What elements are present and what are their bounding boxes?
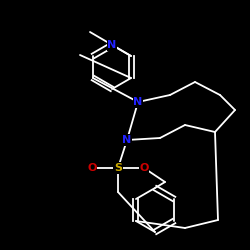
Text: S: S [114,163,122,173]
Text: O: O [139,163,149,173]
Text: N: N [108,40,116,50]
Text: O: O [87,163,97,173]
Text: N: N [122,135,132,145]
Text: N: N [134,97,142,107]
